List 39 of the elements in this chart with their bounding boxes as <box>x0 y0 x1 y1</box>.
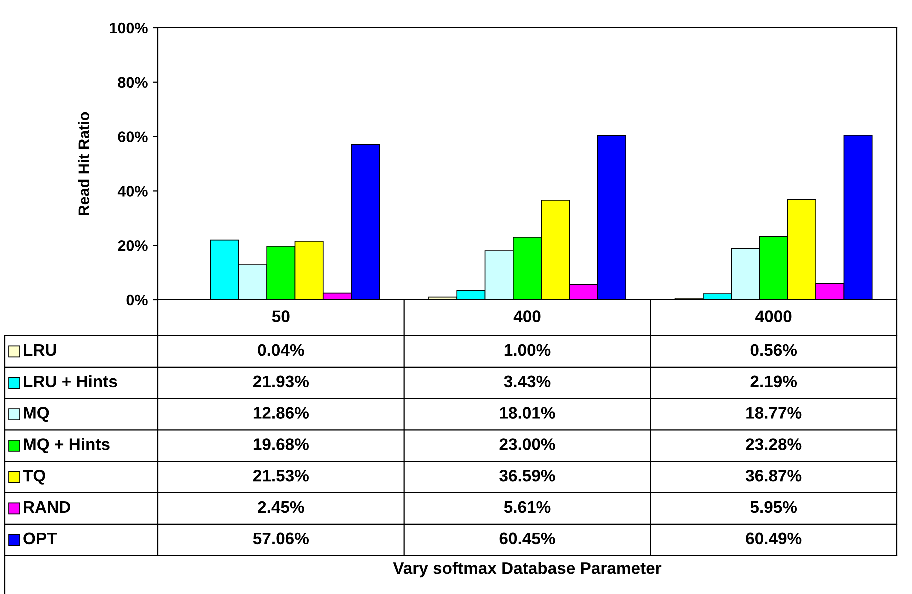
y-tick-label: 80% <box>118 77 148 88</box>
y-tick-label: 40% <box>118 186 148 197</box>
data-label: 18.01% <box>500 407 556 419</box>
y-tick-label: 0% <box>126 294 148 306</box>
data-label: 23.00% <box>500 438 556 450</box>
data-label: 12.86% <box>254 407 309 419</box>
data-label: 0.56% <box>750 344 798 356</box>
text: Vary softmax Database Parameter <box>393 562 662 578</box>
data-label: 36.87% <box>746 470 802 482</box>
data-label: 2.19% <box>750 376 798 388</box>
data-label: 57.06% <box>253 532 309 545</box>
data-label: 1.00% <box>504 344 551 356</box>
data-label: 2.45% <box>258 501 304 514</box>
y-axis-title: Read Hit Ratio <box>78 112 90 216</box>
y-tick-label: 60% <box>118 132 148 142</box>
data-label: 3.43% <box>504 376 551 388</box>
data-label: 5.61% <box>504 501 551 514</box>
y-tick-label: 100% <box>110 22 148 34</box>
legend-label: OPT <box>24 532 58 545</box>
data-label: 21.93% <box>253 376 309 388</box>
legend-label: RAND <box>24 502 70 514</box>
legend-label: LRU <box>24 344 56 356</box>
data-label: 23.28% <box>746 438 802 450</box>
data-label: 19.68% <box>254 438 309 450</box>
x-tick-label: 50 <box>272 310 290 322</box>
data-label: 5.95% <box>750 501 798 514</box>
legend-label: LRU + Hints <box>24 375 118 388</box>
legend-label: MQ <box>24 407 50 422</box>
data-label: 0.04% <box>258 344 304 356</box>
data-label: 60.49% <box>746 532 802 545</box>
data-label: 36.59% <box>500 470 556 482</box>
legend-label: TQ <box>23 470 46 485</box>
data-label: 21.53% <box>253 470 309 482</box>
x-tick-label: 4000 <box>756 310 792 322</box>
y-tick-label: 20% <box>118 240 148 252</box>
data-label: 60.45% <box>500 532 556 545</box>
legend-label: MQ + Hints <box>24 438 110 454</box>
x-tick-label: 400 <box>514 310 541 322</box>
data-label: 18.77% <box>746 407 802 419</box>
